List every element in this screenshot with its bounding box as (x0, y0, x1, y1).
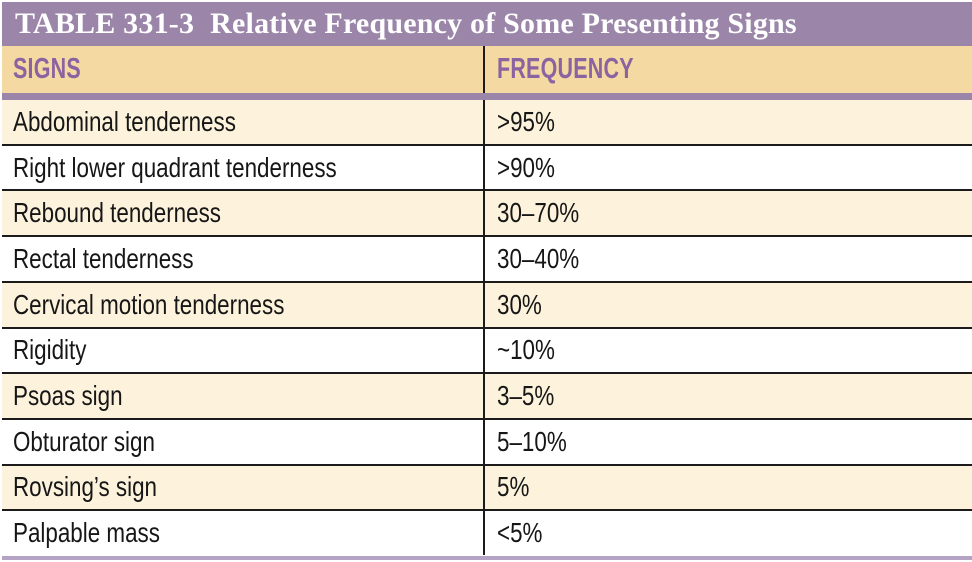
header-divider-band (2, 93, 972, 100)
sign-cell: Obturator sign (2, 419, 485, 464)
sign-cell: Psoas sign (2, 374, 485, 418)
sign-text: Rovsing’s sign (13, 471, 158, 503)
sign-cell: Rigidity (2, 328, 485, 373)
table-row: Rectal tenderness 30–40% (2, 235, 972, 281)
table-row: Abdominal tenderness >95% (2, 100, 972, 144)
sign-cell: Rovsing’s sign (2, 465, 485, 510)
frequency-cell: 30–70% (485, 191, 972, 235)
sign-text: Abdominal tenderness (13, 105, 236, 137)
table-row: Rigidity ~10% (2, 326, 972, 373)
column-header-frequency: FREQUENCY (485, 46, 972, 93)
sign-cell: Cervical motion tenderness (2, 282, 485, 327)
table-row: Rebound tenderness 30–70% (2, 189, 972, 236)
table-row: Palpable mass <5% (2, 509, 972, 556)
sign-text: Rigidity (13, 334, 87, 366)
frequency-cell: <5% (485, 511, 972, 555)
bottom-rule (2, 556, 972, 560)
sign-text: Cervical motion tenderness (13, 288, 285, 320)
frequency-text: >90% (497, 151, 555, 183)
table-row: Psoas sign 3–5% (2, 372, 972, 418)
sign-cell: Palpable mass (2, 511, 485, 556)
frequency-cell: 5% (485, 466, 972, 510)
sign-text: Rebound tenderness (13, 197, 221, 229)
frequency-text: 30–70% (497, 197, 580, 229)
sign-cell: Abdominal tenderness (2, 100, 485, 144)
table-row: Right lower quadrant tenderness >90% (2, 143, 972, 190)
table-body: Abdominal tenderness >95% Right lower qu… (2, 100, 972, 556)
frequency-text: 5% (497, 471, 530, 503)
table-row: Obturator sign 5–10% (2, 417, 972, 464)
sign-cell: Rebound tenderness (2, 191, 485, 236)
table-title-bar: TABLE 331-3 Relative Frequency of Some P… (2, 2, 972, 46)
sign-cell: Rectal tenderness (2, 237, 485, 281)
table-title: Relative Frequency of Some Presenting Si… (210, 7, 797, 40)
column-header-signs: SIGNS (2, 46, 485, 93)
table-row: Rovsing’s sign 5% (2, 463, 972, 510)
table-number-label: TABLE 331-3 (15, 7, 195, 40)
frequency-text: 30–40% (497, 242, 580, 274)
frequency-cell: 3–5% (485, 374, 972, 418)
frequency-text: <5% (497, 517, 543, 549)
frequency-text: >95% (497, 105, 555, 137)
sign-text: Right lower quadrant tenderness (13, 151, 337, 183)
frequency-cell: ~10% (485, 329, 972, 373)
sign-text: Obturator sign (13, 425, 155, 457)
sign-text: Rectal tenderness (13, 242, 194, 274)
frequency-cell: >95% (485, 100, 972, 144)
frequency-text: 30% (497, 288, 542, 320)
frequency-cell: 5–10% (485, 420, 972, 464)
sign-text: Palpable mass (13, 517, 160, 549)
frequency-cell: 30% (485, 283, 972, 327)
signs-header-label: SIGNS (13, 53, 81, 85)
frequency-cell: 30–40% (485, 237, 972, 281)
sign-cell: Right lower quadrant tenderness (2, 145, 485, 190)
frequency-header-label: FREQUENCY (497, 53, 634, 85)
sign-text: Psoas sign (13, 380, 123, 412)
column-header-row: SIGNS FREQUENCY (2, 46, 972, 93)
frequency-cell: >90% (485, 146, 972, 190)
frequency-text: ~10% (497, 334, 555, 366)
frequency-text: 3–5% (497, 380, 555, 412)
frequency-text: 5–10% (497, 425, 567, 457)
table-row: Cervical motion tenderness 30% (2, 280, 972, 327)
